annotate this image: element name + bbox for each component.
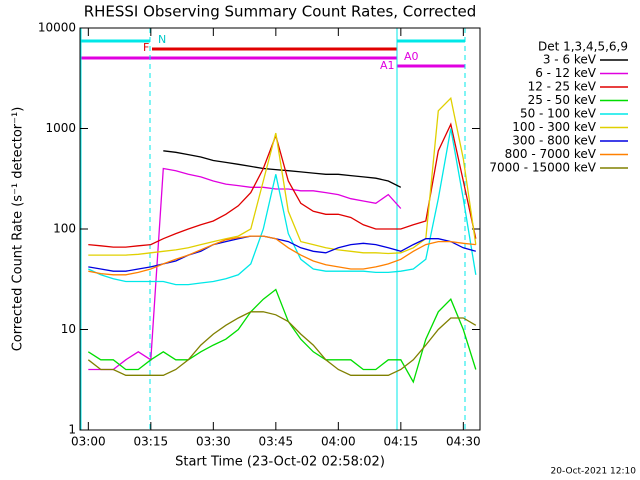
legend-label: 300 - 800 keV [512, 134, 596, 148]
legend-label: 100 - 300 keV [512, 120, 596, 134]
legend-label: 12 - 25 keV [528, 80, 597, 94]
x-tick-label: 03:30 [196, 435, 231, 449]
legend-label: 800 - 7000 keV [505, 147, 597, 161]
series-line [87, 311, 477, 376]
annotation: N [158, 33, 166, 46]
y-tick-label: 100 [53, 222, 76, 236]
series-line [88, 235, 476, 276]
x-tick-label: 04:30 [446, 435, 481, 449]
series-line [88, 128, 477, 286]
y-tick-label: 1 [68, 423, 76, 437]
x-tick-label: 03:15 [134, 435, 169, 449]
x-tick-label: 04:00 [321, 435, 356, 449]
plot-frame [79, 27, 481, 431]
x-axis-label: Start Time (23-Oct-02 02:58:02) [175, 455, 385, 470]
x-tick-label: 04:15 [384, 435, 419, 449]
legend-label: 6 - 12 keV [535, 66, 597, 80]
x-tick-label: 03:45 [259, 435, 294, 449]
legend-label: 3 - 6 keV [543, 53, 597, 67]
series-line [87, 288, 477, 384]
y-tick-label: 10000 [38, 21, 76, 35]
series-line [88, 235, 476, 272]
annotation: A0 [404, 50, 419, 63]
annotation: A1 [380, 59, 395, 72]
legend-title: Det 1,3,4,5,6,9 [538, 40, 628, 54]
y-axis-label: Corrected Count Rate (s⁻¹ detector⁻¹) [11, 107, 26, 352]
series-line [88, 167, 402, 371]
legend-label: 50 - 100 keV [520, 107, 597, 121]
footer: 20-Oct-2021 12:10 [551, 467, 637, 477]
chart-title: RHESSI Observing Summary Count Rates, Co… [84, 3, 477, 21]
series-line [88, 122, 477, 248]
legend-label: 7000 - 15000 keV [489, 161, 596, 175]
y-tick-label: 1000 [45, 121, 76, 135]
annotation: F [143, 41, 149, 54]
legend-label: 25 - 50 keV [528, 93, 597, 107]
series-line [88, 96, 477, 256]
y-tick-label: 10 [61, 322, 76, 336]
x-tick-label: 03:00 [71, 435, 106, 449]
